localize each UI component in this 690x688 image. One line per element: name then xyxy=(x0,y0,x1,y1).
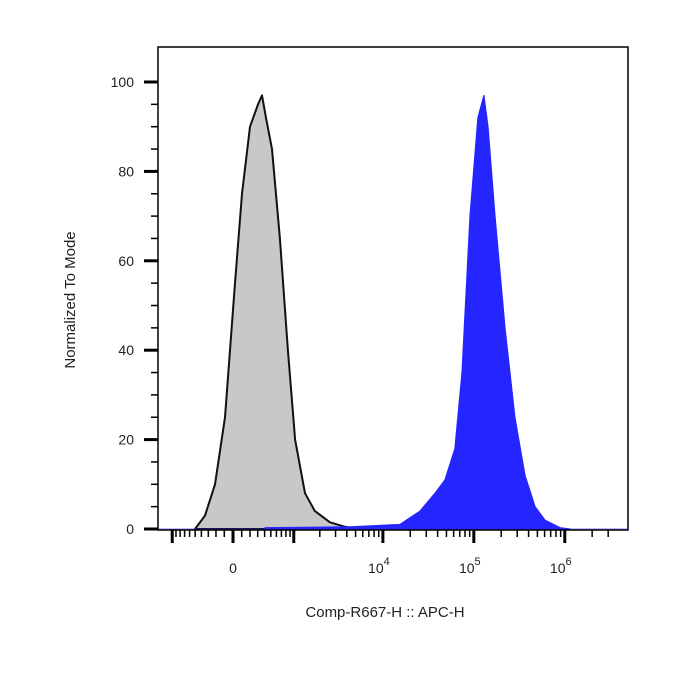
histogram-control xyxy=(194,94,361,530)
y-tick-label: 20 xyxy=(118,432,134,448)
y-tick-label: 40 xyxy=(118,342,134,358)
x-tick-label: 106 xyxy=(550,556,572,576)
x-tick-label: 105 xyxy=(459,556,481,576)
y-axis: 0 20 40 60 80 100 xyxy=(111,74,158,537)
series-layer xyxy=(158,94,628,530)
x-axis-label: Comp-R667-H :: APC-H xyxy=(305,604,464,621)
y-tick-label: 100 xyxy=(111,74,135,90)
y-tick-label: 0 xyxy=(126,521,134,537)
y-tick-label: 60 xyxy=(118,253,134,269)
plot-frame xyxy=(157,46,629,531)
y-axis-label: Normalized To Mode xyxy=(62,231,79,368)
x-tick-label: 104 xyxy=(368,556,390,576)
x-tick-label: 0 xyxy=(229,560,237,576)
x-axis: 0 104 105 106 xyxy=(170,530,609,576)
histogram-stained xyxy=(264,94,571,530)
y-tick-label: 80 xyxy=(118,163,134,179)
